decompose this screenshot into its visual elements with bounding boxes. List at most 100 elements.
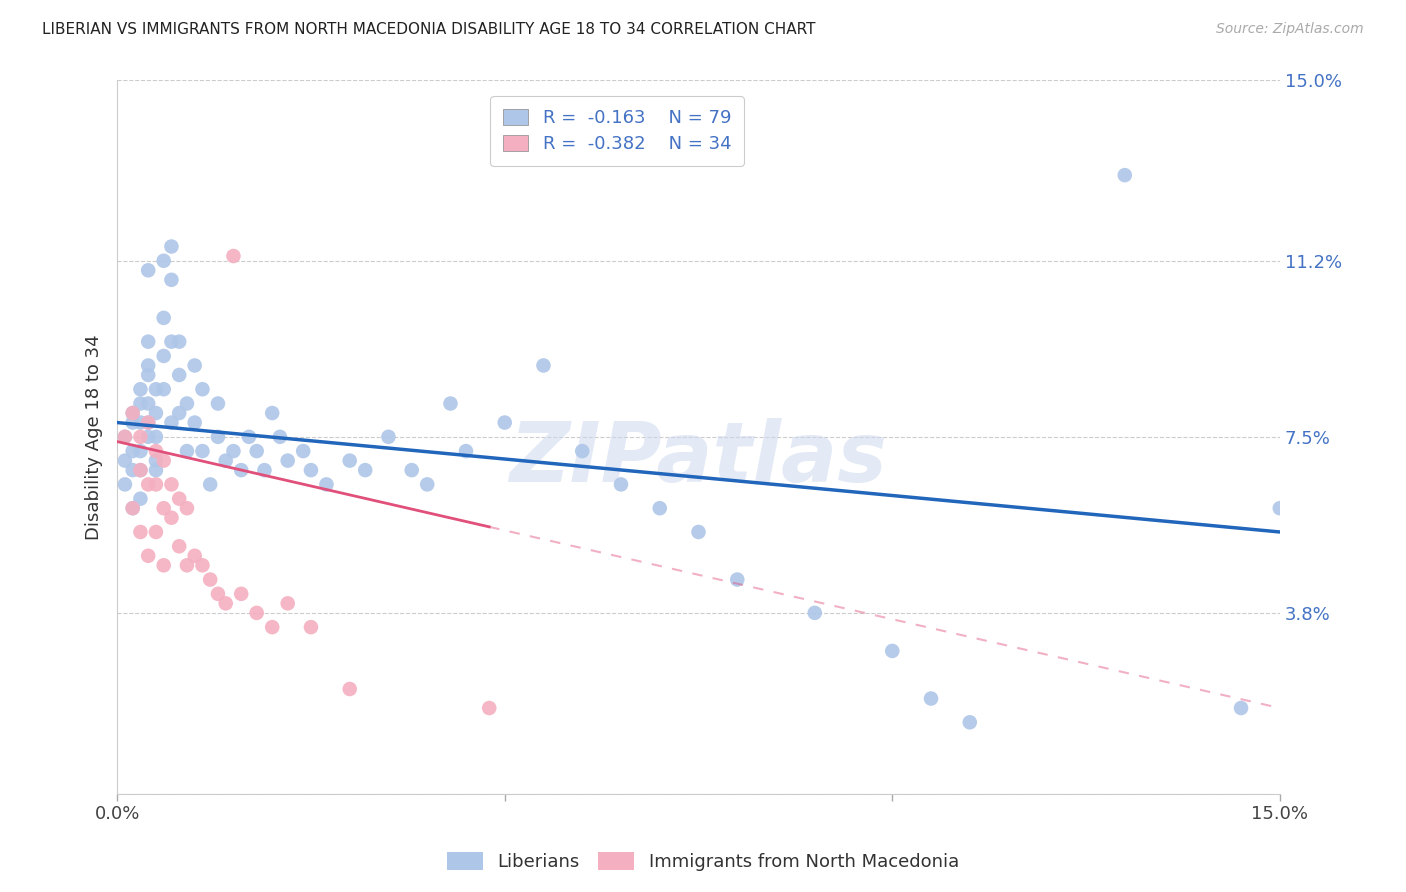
Point [176, 396, 198, 410]
Point [160, 273, 183, 287]
Point [145, 406, 167, 420]
Point [959, 715, 981, 730]
Point [920, 691, 942, 706]
Point [1114, 168, 1136, 182]
Point [136, 416, 159, 430]
Point [454, 444, 477, 458]
Point [160, 477, 183, 491]
Point [246, 606, 269, 620]
Point [253, 463, 276, 477]
Point [160, 510, 183, 524]
Point [215, 596, 238, 610]
Point [494, 416, 516, 430]
Text: LIBERIAN VS IMMIGRANTS FROM NORTH MACEDONIA DISABILITY AGE 18 TO 34 CORRELATION : LIBERIAN VS IMMIGRANTS FROM NORTH MACEDO… [42, 22, 815, 37]
Point [121, 444, 143, 458]
Point [152, 382, 174, 396]
Point [114, 477, 136, 491]
Point [160, 334, 183, 349]
Point [167, 406, 190, 420]
Legend: R =  -0.163    N = 79, R =  -0.382    N = 34: R = -0.163 N = 79, R = -0.382 N = 34 [491, 96, 744, 166]
Point [129, 396, 152, 410]
Point [377, 430, 399, 444]
Point [136, 549, 159, 563]
Y-axis label: Disability Age 18 to 34: Disability Age 18 to 34 [86, 334, 103, 540]
Point [610, 477, 633, 491]
Legend: Liberians, Immigrants from North Macedonia: Liberians, Immigrants from North Macedon… [440, 846, 966, 879]
Point [803, 606, 825, 620]
Point [160, 416, 183, 430]
Point [114, 430, 136, 444]
Point [145, 444, 167, 458]
Point [571, 444, 593, 458]
Point [136, 334, 159, 349]
Point [183, 549, 205, 563]
Point [121, 406, 143, 420]
Point [145, 477, 167, 491]
Point [121, 501, 143, 516]
Point [882, 644, 904, 658]
Point [129, 524, 152, 539]
Point [533, 359, 555, 373]
Point [1268, 501, 1291, 516]
Text: ZIPatlas: ZIPatlas [509, 417, 887, 499]
Point [231, 463, 253, 477]
Point [191, 558, 214, 573]
Point [269, 430, 291, 444]
Point [121, 501, 143, 516]
Point [191, 382, 214, 396]
Point [129, 491, 152, 506]
Point [299, 463, 322, 477]
Point [191, 444, 214, 458]
Point [129, 430, 152, 444]
Point [152, 453, 174, 467]
Point [145, 382, 167, 396]
Point [354, 463, 377, 477]
Point [129, 463, 152, 477]
Point [145, 430, 167, 444]
Point [136, 359, 159, 373]
Point [262, 620, 284, 634]
Point [167, 539, 190, 553]
Point [222, 444, 245, 458]
Point [478, 701, 501, 715]
Point [152, 349, 174, 363]
Point [207, 430, 229, 444]
Point [200, 573, 222, 587]
Point [136, 477, 159, 491]
Point [215, 453, 238, 467]
Point [129, 416, 152, 430]
Text: Source: ZipAtlas.com: Source: ZipAtlas.com [1216, 22, 1364, 37]
Point [1230, 701, 1253, 715]
Point [121, 463, 143, 477]
Point [262, 406, 284, 420]
Point [238, 430, 260, 444]
Point [136, 430, 159, 444]
Point [277, 596, 299, 610]
Point [129, 382, 152, 396]
Point [176, 558, 198, 573]
Point [136, 368, 159, 382]
Point [277, 453, 299, 467]
Point [121, 416, 143, 430]
Point [648, 501, 671, 516]
Point [152, 558, 174, 573]
Point [222, 249, 245, 263]
Point [167, 334, 190, 349]
Point [152, 501, 174, 516]
Point [176, 444, 198, 458]
Point [183, 359, 205, 373]
Point [136, 263, 159, 277]
Point [114, 430, 136, 444]
Point [121, 406, 143, 420]
Point [439, 396, 461, 410]
Point [145, 524, 167, 539]
Point [207, 396, 229, 410]
Point [292, 444, 315, 458]
Point [183, 416, 205, 430]
Point [299, 620, 322, 634]
Point [207, 587, 229, 601]
Point [145, 463, 167, 477]
Point [136, 396, 159, 410]
Point [725, 573, 748, 587]
Point [145, 453, 167, 467]
